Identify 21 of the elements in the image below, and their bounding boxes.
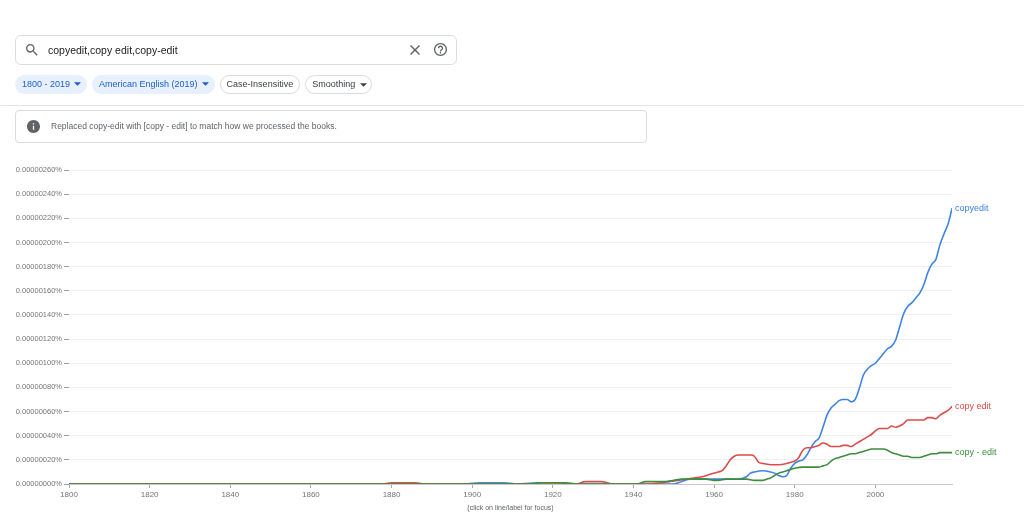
series-label: copyedit	[955, 203, 990, 214]
notice-banner: Replaced copy-edit with [copy - edit] to match how we processed the books.	[15, 110, 647, 143]
x-tick-label: 1800	[60, 490, 79, 499]
x-tick-label: 1960	[705, 490, 724, 499]
dropdown-button: 1800 - 2019	[15, 75, 88, 94]
search-field: copyedit,copy edit,copy-edit	[15, 35, 457, 65]
x-tick-label: 1820	[140, 490, 160, 499]
x-tick-label: 1980	[785, 490, 805, 499]
x-tick-label: 1840	[221, 490, 240, 499]
x-tick-label: 1860	[302, 490, 321, 499]
line-series	[69, 448, 952, 484]
series-label: copy - edit	[955, 447, 998, 458]
x-tick-label: 1920	[543, 490, 563, 499]
x-tick-label: 1880	[382, 490, 402, 499]
series-label: copy edit	[955, 401, 992, 412]
dropdown-button: American English (2019)	[92, 75, 215, 94]
x-tick-label: 1940	[624, 490, 643, 499]
toggle-button: Case-Insensitive	[219, 75, 301, 94]
x-tick-label: 2000	[866, 490, 885, 499]
dropdown-button: Smoothing	[305, 75, 373, 94]
x-tick-label: 1900	[463, 490, 482, 499]
